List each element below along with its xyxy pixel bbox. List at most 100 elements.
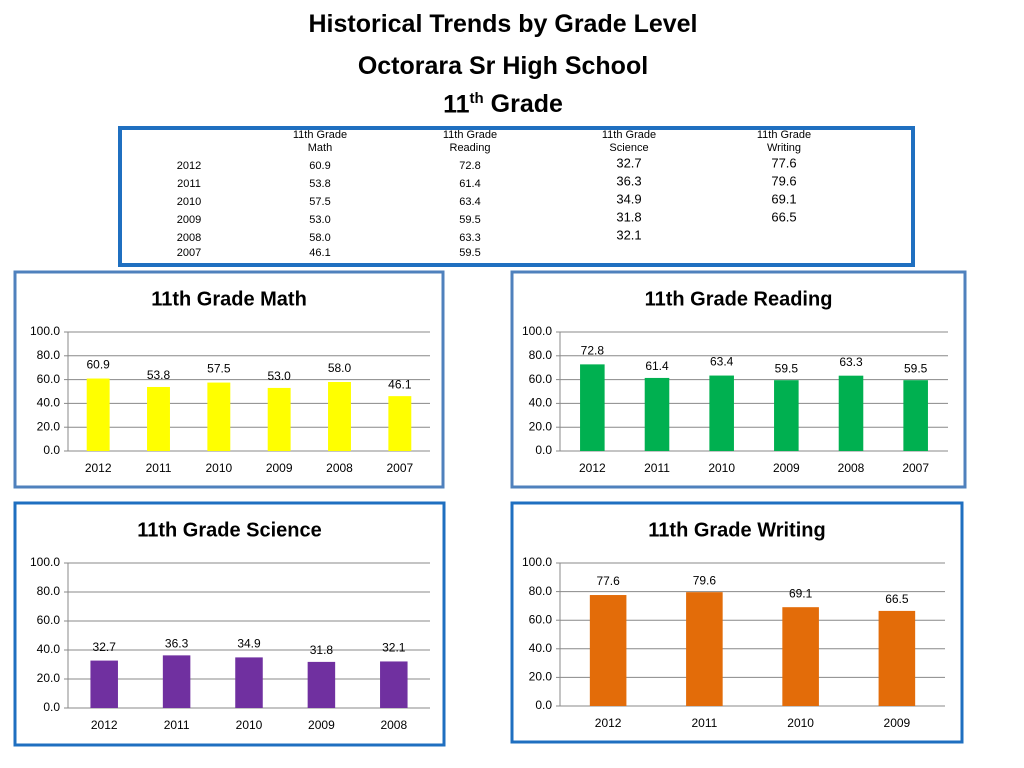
- x-tick-label: 2009: [884, 716, 911, 730]
- value-label: 46.1: [388, 377, 412, 391]
- y-tick-label: 0.0: [43, 443, 60, 457]
- column-header: 11th Grade: [443, 129, 497, 141]
- y-tick-label: 80.0: [529, 584, 553, 598]
- title-line: Historical Trends by Grade Level: [308, 10, 698, 38]
- value-label: 58.0: [328, 361, 352, 375]
- table-cell: 59.5: [459, 214, 480, 226]
- row-year: 2009: [177, 214, 201, 226]
- column-header: 11th Grade: [602, 129, 656, 141]
- value-label: 63.3: [839, 355, 863, 369]
- title-line: 11th Grade: [0, 90, 1006, 119]
- y-tick-label: 40.0: [529, 641, 553, 655]
- y-tick-label: 20.0: [37, 419, 61, 433]
- y-tick-label: 100.0: [522, 324, 552, 338]
- bar: [580, 364, 605, 451]
- bar: [878, 610, 916, 706]
- x-tick-label: 2007: [902, 461, 929, 475]
- bar: [774, 380, 799, 451]
- value-label: 32.7: [93, 640, 117, 654]
- y-tick-label: 60.0: [529, 612, 553, 626]
- value-label: 72.8: [581, 344, 605, 358]
- bar: [207, 382, 231, 451]
- bar: [686, 592, 723, 706]
- column-header: 11th Grade: [757, 129, 811, 141]
- x-tick-label: 2009: [308, 718, 335, 732]
- table-cell: 57.5: [309, 196, 330, 208]
- row-year: 2007: [177, 247, 201, 259]
- row-year: 2010: [177, 196, 201, 208]
- bar: [380, 661, 408, 708]
- chart-title: 11th Grade Math: [151, 288, 307, 310]
- value-label: 66.5: [885, 592, 909, 606]
- chart-frame: [13, 501, 446, 747]
- column-header: Writing: [767, 142, 801, 154]
- y-tick-label: 40.0: [529, 396, 553, 410]
- value-label: 77.6: [596, 574, 620, 588]
- title-line: Octorara Sr High School: [357, 52, 649, 80]
- x-tick-label: 2012: [595, 716, 622, 730]
- bar: [903, 380, 928, 451]
- bar: [644, 377, 670, 451]
- x-tick-label: 2008: [326, 461, 353, 475]
- title-text: Grade: [490, 90, 563, 119]
- bar: [235, 657, 263, 708]
- x-tick-label: 2010: [787, 716, 814, 730]
- y-tick-label: 80.0: [529, 348, 553, 362]
- table-cell: 36.3: [616, 173, 641, 188]
- y-tick-label: 100.0: [522, 555, 552, 569]
- value-label: 69.1: [789, 586, 813, 600]
- y-tick-label: 0.0: [43, 700, 60, 714]
- x-tick-label: 2010: [708, 461, 735, 475]
- value-label: 31.8: [310, 643, 334, 657]
- x-tick-label: 2011: [644, 461, 670, 475]
- title-suffix: th: [469, 90, 484, 107]
- value-label: 59.5: [775, 361, 799, 375]
- value-label: 61.4: [645, 359, 669, 373]
- table-cell: 32.7: [616, 155, 641, 170]
- bar: [589, 595, 627, 706]
- column-header: Math: [308, 142, 332, 154]
- x-tick-label: 2008: [838, 461, 865, 475]
- bar: [307, 661, 336, 708]
- y-tick-label: 40.0: [37, 642, 61, 656]
- chart-title: 11th Grade Writing: [648, 519, 825, 541]
- bar: [90, 660, 118, 708]
- x-tick-label: 2009: [773, 461, 800, 475]
- chart-frame: [13, 270, 445, 489]
- y-tick-label: 20.0: [529, 670, 553, 684]
- y-tick-label: 80.0: [37, 348, 61, 362]
- bar: [782, 607, 819, 706]
- table-cell: 53.0: [309, 214, 330, 226]
- y-tick-label: 100.0: [30, 555, 60, 569]
- table-cell: 61.4: [459, 178, 480, 190]
- table-cell: 60.9: [309, 160, 330, 172]
- x-tick-label: 2012: [85, 461, 112, 475]
- y-tick-label: 20.0: [37, 671, 61, 685]
- value-label: 57.5: [207, 362, 231, 376]
- y-tick-label: 60.0: [37, 613, 61, 627]
- table-cell: 66.5: [771, 209, 796, 224]
- table-cell: 32.1: [616, 227, 641, 242]
- value-label: 32.1: [382, 641, 406, 655]
- y-tick-label: 60.0: [37, 372, 61, 386]
- x-tick-label: 2011: [146, 461, 172, 475]
- y-tick-label: 0.0: [535, 698, 552, 712]
- chart-frame: [510, 270, 967, 489]
- value-label: 59.5: [904, 361, 928, 375]
- y-tick-label: 20.0: [529, 419, 553, 433]
- value-label: 53.8: [147, 368, 171, 382]
- column-header: 11th Grade: [293, 129, 347, 141]
- table-cell: 79.6: [771, 173, 796, 188]
- column-header: Science: [609, 142, 648, 154]
- chart-frame: [510, 501, 964, 744]
- bar: [328, 381, 351, 451]
- bar: [388, 396, 412, 451]
- row-year: 2012: [177, 160, 201, 172]
- value-label: 63.4: [710, 355, 734, 369]
- y-tick-label: 0.0: [535, 443, 552, 457]
- x-tick-label: 2012: [579, 461, 606, 475]
- y-tick-label: 80.0: [37, 584, 61, 598]
- value-label: 79.6: [693, 573, 717, 587]
- row-year: 2008: [177, 232, 201, 244]
